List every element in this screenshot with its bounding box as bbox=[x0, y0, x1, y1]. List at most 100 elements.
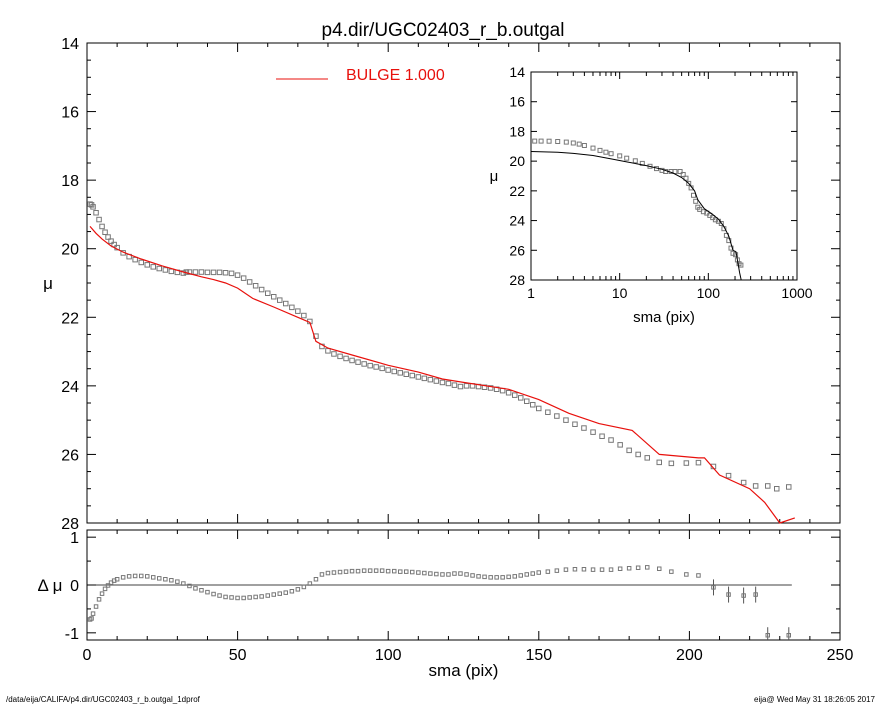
data-point bbox=[343, 569, 349, 574]
data-point bbox=[512, 392, 518, 398]
data-point bbox=[295, 587, 301, 592]
data-point bbox=[108, 238, 114, 244]
data-point bbox=[726, 592, 731, 597]
data-point bbox=[700, 209, 706, 215]
data-point bbox=[96, 597, 102, 602]
data-point bbox=[635, 565, 641, 570]
data-point bbox=[126, 574, 132, 579]
data-point bbox=[645, 565, 650, 570]
data-point bbox=[470, 573, 475, 578]
data-point bbox=[505, 390, 512, 396]
data-point bbox=[105, 234, 111, 240]
data-point bbox=[626, 566, 632, 571]
data-point bbox=[726, 238, 732, 244]
data-point bbox=[518, 395, 524, 401]
data-point bbox=[476, 574, 481, 579]
data-point bbox=[258, 286, 265, 293]
data-point bbox=[111, 241, 117, 248]
data-point bbox=[151, 575, 156, 580]
data-point bbox=[361, 568, 367, 573]
data-point bbox=[409, 372, 415, 379]
data-point bbox=[192, 269, 199, 275]
y-tick-label: 0 bbox=[70, 578, 79, 595]
data-point bbox=[451, 382, 458, 388]
data-point bbox=[271, 294, 277, 300]
data-point bbox=[546, 138, 552, 144]
data-point bbox=[392, 568, 397, 574]
data-point bbox=[385, 568, 391, 574]
data-point bbox=[404, 569, 409, 574]
data-point bbox=[725, 472, 732, 479]
data-point bbox=[271, 592, 276, 597]
y-tick-label: 22 bbox=[61, 310, 79, 327]
data-point bbox=[512, 574, 517, 579]
data-point bbox=[617, 153, 623, 159]
data-point bbox=[289, 304, 295, 311]
x-tick-label: 250 bbox=[827, 647, 854, 664]
data-point bbox=[355, 568, 361, 574]
data-point bbox=[668, 460, 675, 467]
x-axis-label: sma (pix) bbox=[429, 661, 499, 680]
data-point bbox=[210, 269, 217, 276]
y-tick-label: 20 bbox=[509, 153, 525, 169]
data-point bbox=[581, 567, 587, 572]
data-point bbox=[240, 275, 247, 281]
data-point bbox=[235, 595, 240, 601]
data-point bbox=[554, 568, 560, 573]
data-point bbox=[373, 364, 379, 370]
legend-label: BULGE 1.000 bbox=[346, 67, 445, 84]
data-point bbox=[337, 569, 343, 575]
x-tick-label: 0 bbox=[83, 647, 92, 664]
data-point bbox=[500, 575, 505, 580]
data-point bbox=[325, 570, 331, 576]
data-point bbox=[150, 264, 156, 270]
x-tick-label: 50 bbox=[229, 647, 247, 664]
data-point bbox=[361, 361, 367, 367]
data-point bbox=[536, 570, 541, 575]
data-point bbox=[518, 573, 523, 578]
data-point bbox=[265, 593, 270, 598]
data-point bbox=[599, 567, 605, 572]
data-point bbox=[570, 140, 576, 146]
y-tick-label: 22 bbox=[509, 183, 525, 199]
main-title: p4.dir/UGC02403_r_b.outgal bbox=[322, 20, 565, 41]
data-point bbox=[216, 269, 223, 276]
data-point bbox=[319, 572, 325, 577]
data-point bbox=[695, 459, 702, 466]
data-point bbox=[252, 283, 259, 289]
y-axis-label: Δ μ bbox=[38, 576, 63, 595]
data-point bbox=[379, 365, 385, 372]
data-point bbox=[554, 413, 560, 419]
data-point bbox=[422, 570, 427, 576]
data-point bbox=[277, 297, 283, 303]
model-line bbox=[89, 226, 795, 524]
data-point bbox=[313, 577, 319, 582]
data-point bbox=[765, 633, 770, 638]
data-point bbox=[506, 574, 511, 580]
x-tick-label: 150 bbox=[525, 647, 552, 664]
data-point bbox=[132, 256, 138, 263]
data-point bbox=[337, 353, 343, 360]
data-point bbox=[446, 572, 451, 577]
data-point bbox=[259, 594, 264, 599]
data-point bbox=[524, 398, 530, 404]
data-point bbox=[680, 172, 686, 177]
x-axis-label: sma (pix) bbox=[633, 309, 695, 326]
data-point bbox=[349, 568, 355, 574]
data-point bbox=[626, 447, 632, 454]
data-point bbox=[524, 572, 529, 577]
data-point bbox=[427, 376, 434, 383]
data-point bbox=[572, 421, 578, 427]
y-axis-label: μ bbox=[490, 168, 499, 185]
data-point bbox=[181, 581, 186, 586]
data-point bbox=[572, 567, 578, 572]
data-point bbox=[452, 571, 457, 576]
data-point bbox=[599, 433, 605, 439]
y-tick-label: -1 bbox=[65, 626, 79, 643]
data-point bbox=[349, 357, 355, 364]
data-point bbox=[283, 300, 289, 307]
x-tick-label: 1000 bbox=[781, 285, 812, 301]
y-tick-label: 24 bbox=[61, 379, 79, 396]
data-point bbox=[684, 572, 689, 577]
data-point bbox=[590, 145, 596, 151]
